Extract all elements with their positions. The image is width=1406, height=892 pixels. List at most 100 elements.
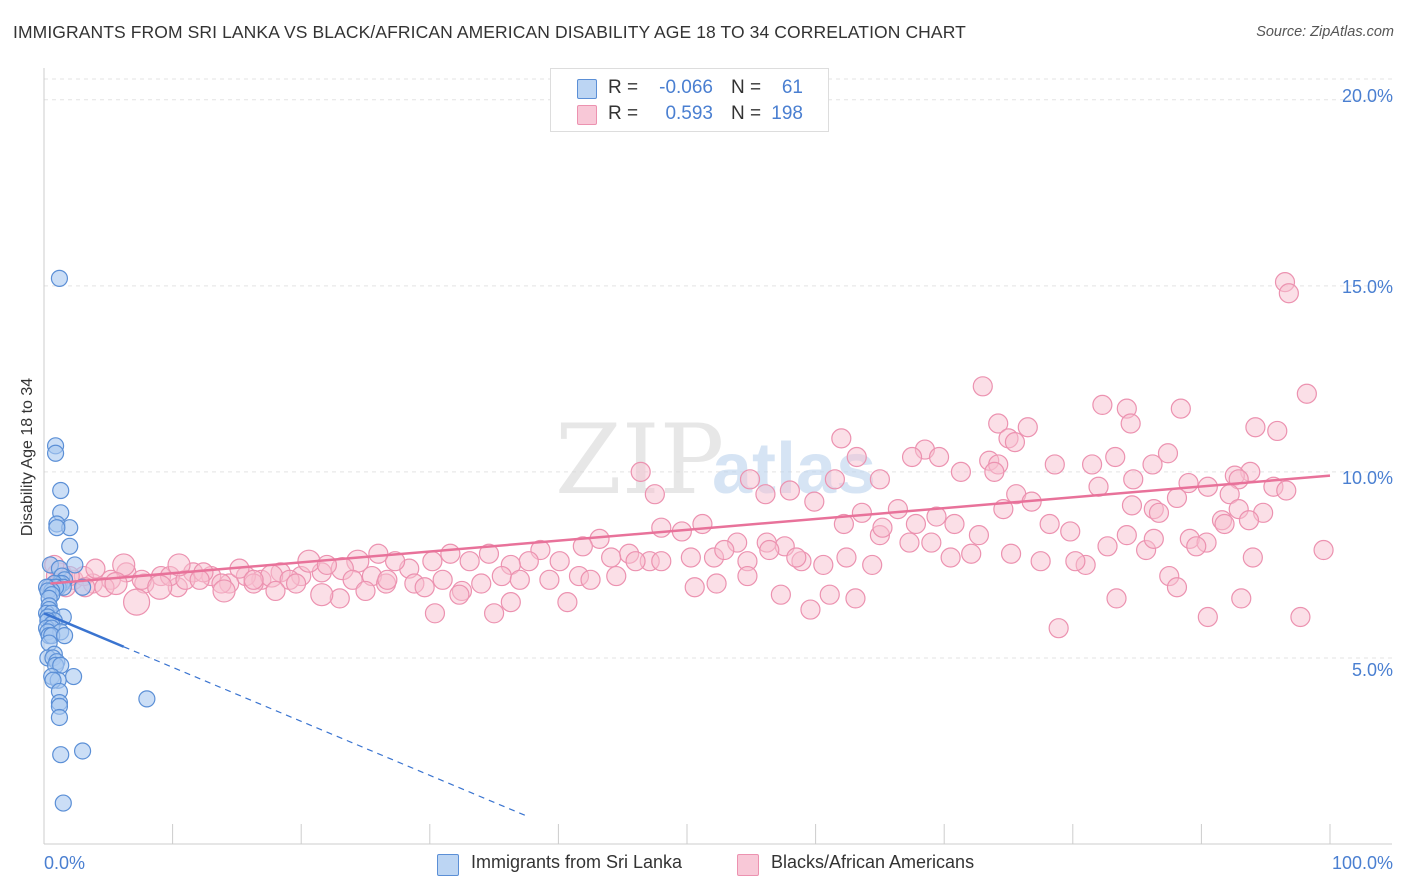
point-blacks [1039, 513, 1060, 535]
point-blacks [1092, 394, 1113, 416]
point-blacks [377, 569, 398, 590]
point-sri-lanka [50, 708, 69, 727]
point-blacks [355, 580, 376, 602]
point-sri-lanka [64, 667, 83, 686]
point-blacks [440, 543, 461, 564]
point-blacks [167, 553, 191, 577]
point-sri-lanka [73, 578, 92, 596]
point-blacks [509, 569, 530, 590]
point-blacks [770, 584, 791, 605]
point-blacks [800, 599, 821, 620]
point-blacks [500, 592, 521, 613]
series-blacks-african-americans [41, 272, 1334, 639]
x-tick-label-max: 100.0% [1331, 853, 1393, 873]
legend-label: Blacks/African Americans [771, 852, 975, 872]
point-blacks [851, 502, 872, 523]
point-sri-lanka [66, 556, 84, 574]
point-blacks [316, 554, 338, 576]
point-blacks [926, 506, 947, 527]
point-blacks [928, 446, 950, 468]
point-blacks [606, 565, 627, 587]
point-blacks [961, 543, 982, 564]
point-blacks [1238, 510, 1260, 531]
correlation-legend: R = -0.066 N = 61 R = 0.593 N = 198 [550, 68, 829, 132]
point-blacks [1065, 551, 1086, 572]
legend-swatch-blue [437, 854, 459, 876]
y-tick-label-5: 5.0% [1351, 660, 1393, 680]
point-blacks [189, 569, 210, 590]
point-blacks [845, 588, 866, 609]
point-blacks [1004, 432, 1026, 453]
point-blacks [580, 569, 601, 590]
y-axis-label: Disability Age 18 to 34 [19, 377, 36, 537]
point-blacks [342, 569, 363, 590]
point-blacks [869, 469, 891, 490]
point-blacks [368, 543, 389, 564]
r-value: -0.066 [659, 77, 713, 98]
point-blacks [899, 532, 920, 553]
point-blacks [831, 428, 852, 449]
point-blacks [1214, 513, 1235, 535]
point-blacks [824, 469, 845, 490]
point-blacks [1097, 536, 1118, 557]
point-blacks [819, 584, 840, 605]
point-blacks [988, 413, 1009, 434]
point-blacks [432, 569, 453, 590]
point-sri-lanka [73, 742, 92, 760]
point-blacks [759, 539, 780, 561]
point-blacks [518, 551, 539, 572]
point-blacks [1267, 420, 1288, 442]
point-blacks [449, 584, 470, 605]
point-blacks [1296, 383, 1317, 404]
watermark-zip: ZIP [555, 404, 724, 516]
point-blacks [755, 484, 776, 505]
axes [43, 68, 1392, 845]
point-sri-lanka [46, 444, 65, 462]
point-blacks [310, 583, 334, 607]
point-blacks [384, 551, 406, 572]
point-blacks [265, 580, 286, 602]
point-blacks [905, 513, 927, 535]
point-sri-lanka [61, 537, 79, 555]
point-blacks [1143, 528, 1164, 549]
point-blacks [1197, 606, 1218, 628]
point-blacks [984, 461, 1005, 482]
point-blacks [813, 554, 834, 576]
point-blacks [1121, 495, 1143, 516]
n-value: 61 [781, 77, 803, 98]
legend-label: Immigrants from Sri Lanka [471, 852, 683, 872]
point-blacks [706, 573, 727, 594]
point-blacks [921, 532, 942, 553]
point-blacks [1186, 536, 1207, 557]
point-blacks [779, 480, 800, 501]
point-blacks [491, 565, 512, 587]
point-blacks [601, 547, 622, 568]
point-blacks [422, 551, 443, 572]
point-blacks [786, 547, 807, 568]
n-label: N = [731, 77, 762, 98]
point-blacks [285, 573, 307, 594]
point-blacks [85, 558, 106, 579]
point-blacks [862, 554, 883, 576]
point-sri-lanka [138, 690, 156, 708]
point-sri-lanka [52, 481, 70, 500]
point-blacks [968, 525, 990, 546]
trend-line-sri-lanka-extension [123, 646, 527, 817]
r-value: 0.593 [665, 103, 713, 124]
point-blacks [1000, 543, 1022, 564]
point-blacks [625, 551, 646, 572]
point-blacks [1060, 521, 1081, 542]
point-blacks [1278, 283, 1299, 304]
point-blacks [329, 588, 350, 609]
point-blacks [414, 577, 435, 598]
n-value: 198 [771, 103, 803, 124]
trend-line-blacks [50, 474, 1331, 585]
point-blacks [122, 588, 151, 616]
point-blacks [1170, 398, 1191, 419]
legend-swatch-blue [577, 79, 597, 99]
point-sri-lanka [48, 519, 66, 537]
point-blacks [804, 491, 825, 512]
point-blacks [940, 547, 961, 568]
point-blacks [692, 513, 713, 535]
